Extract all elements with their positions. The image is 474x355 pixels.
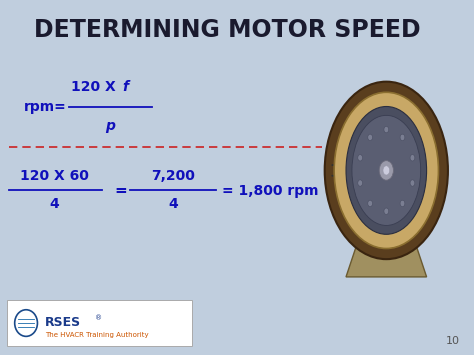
Text: = 1,800 rpm: = 1,800 rpm [222,184,319,198]
Ellipse shape [400,200,405,207]
Text: 10: 10 [446,336,460,346]
Ellipse shape [358,154,363,161]
Text: ®: ® [95,315,102,321]
Text: f: f [122,80,128,94]
Ellipse shape [379,160,393,180]
Text: rpm=: rpm= [24,99,66,114]
FancyBboxPatch shape [7,300,192,346]
Ellipse shape [410,180,415,186]
Text: RSES: RSES [45,316,81,329]
Text: 120 X 60: 120 X 60 [20,169,89,183]
Text: 4: 4 [168,197,178,211]
Ellipse shape [400,134,405,141]
Ellipse shape [384,126,389,133]
Ellipse shape [384,208,389,214]
Ellipse shape [325,82,448,259]
Text: p: p [105,119,115,133]
Ellipse shape [383,166,390,175]
Ellipse shape [368,134,373,141]
Text: 7,200: 7,200 [151,169,195,183]
Polygon shape [346,248,427,277]
Text: 120 X: 120 X [71,80,121,94]
Text: 4: 4 [50,197,59,211]
Ellipse shape [358,180,363,186]
Ellipse shape [334,92,438,248]
Ellipse shape [368,200,373,207]
Text: =: = [115,184,127,198]
Ellipse shape [410,154,415,161]
Text: DETERMINING MOTOR SPEED: DETERMINING MOTOR SPEED [34,18,421,42]
Ellipse shape [346,106,427,234]
FancyBboxPatch shape [332,153,360,188]
Text: The HVACR Training Authority: The HVACR Training Authority [45,333,149,338]
Ellipse shape [352,115,421,225]
